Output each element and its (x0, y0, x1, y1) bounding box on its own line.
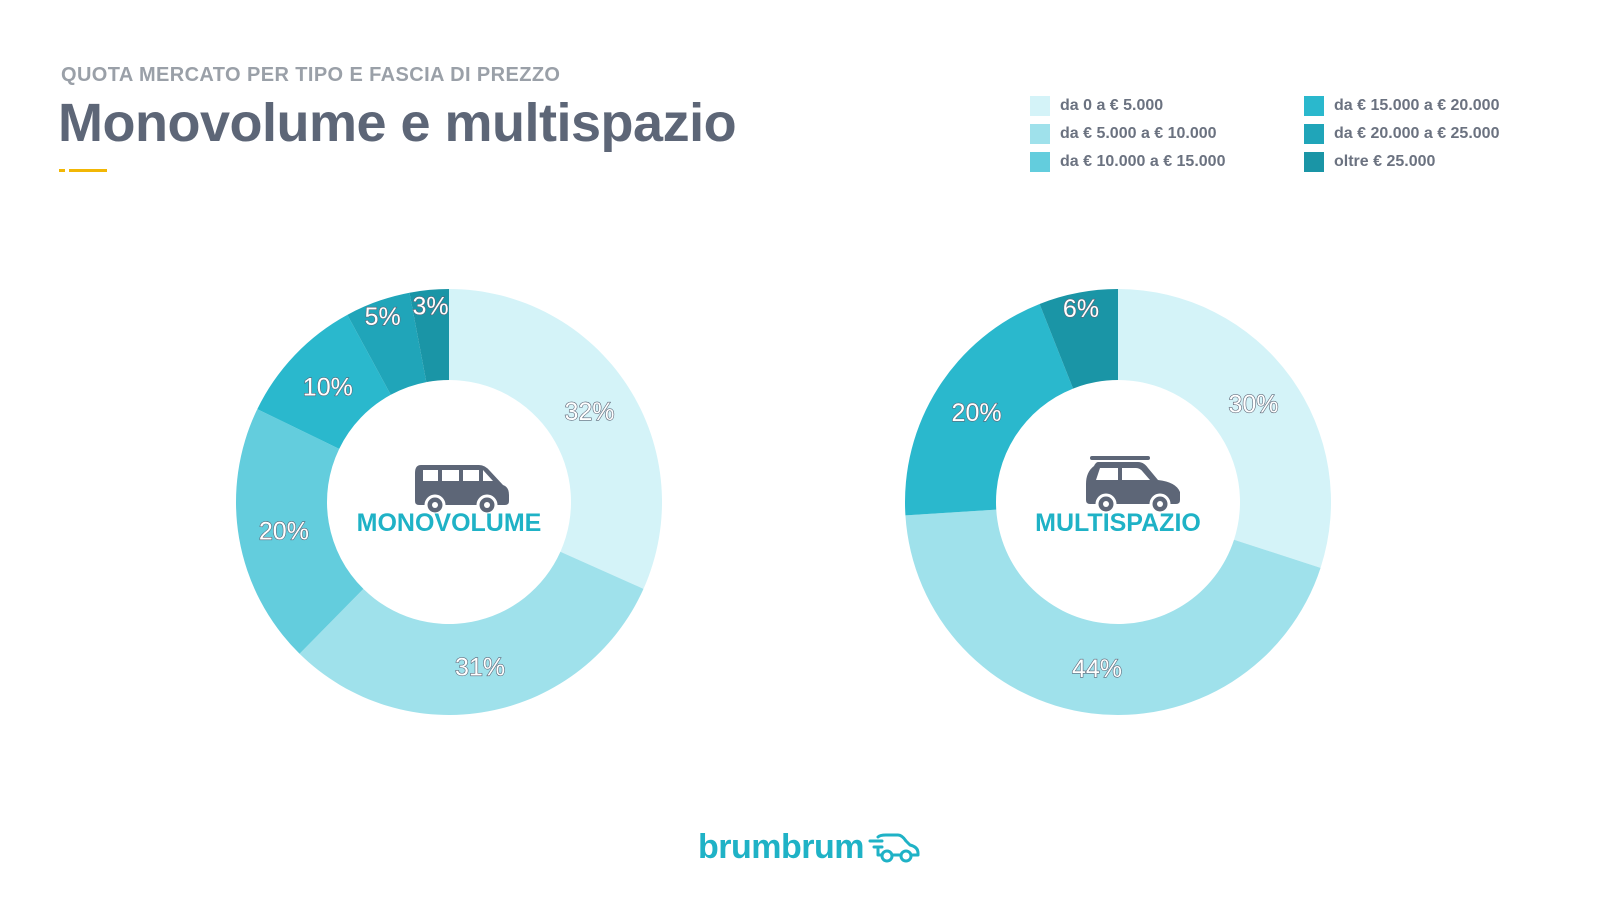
logo-text: brumbrum (698, 828, 865, 866)
donut-chart-monovolume: 32% 31% 20% 10% 5% 3% (236, 289, 662, 715)
legend-swatch (1304, 124, 1324, 144)
donut-slice (1118, 289, 1331, 568)
donut-slice (905, 509, 1321, 716)
legend-label: da € 20.000 a € 25.000 (1334, 125, 1500, 142)
donut-slice (236, 409, 364, 654)
slice-label: 5% (365, 303, 401, 331)
legend-item: oltre € 25.000 (1304, 152, 1435, 172)
donut-slice (409, 289, 449, 383)
legend-swatch (1030, 152, 1050, 172)
donut-slice (1039, 289, 1118, 389)
donut-chart-multispazio: 30% 44% 20% 6% (905, 289, 1331, 716)
legend: da 0 a € 5.000 da € 5.000 a € 10.000 da … (1030, 96, 1570, 186)
accent-dot (59, 169, 65, 172)
legend-swatch (1030, 124, 1050, 144)
slice-label: 31% (455, 654, 505, 682)
legend-item: da € 10.000 a € 15.000 (1030, 152, 1225, 172)
slice-label: 30% (1228, 391, 1278, 419)
page-title: Monovolume e multispazio (58, 93, 737, 153)
legend-label: da € 15.000 a € 20.000 (1334, 97, 1500, 114)
donut-slice (257, 314, 391, 449)
center-label-multispazio: MULTISPAZIO (1035, 509, 1201, 537)
slice-label: 20% (259, 518, 309, 546)
donut-slice (347, 292, 427, 395)
center-label-monovolume: MONOVOLUME (357, 509, 542, 537)
subtitle: QUOTA MERCATO PER TIPO E FASCIA DI PREZZ… (61, 64, 561, 86)
slice-label: 3% (413, 292, 449, 320)
legend-item: da 0 a € 5.000 (1030, 96, 1163, 116)
car-logo-icon (868, 833, 920, 862)
donut-slice (299, 551, 644, 715)
slice-label: 10% (303, 373, 353, 401)
legend-swatch (1030, 96, 1050, 116)
accent-underline (69, 169, 107, 172)
legend-label: da € 5.000 a € 10.000 (1060, 125, 1217, 142)
donut-slice (449, 289, 662, 589)
slice-label: 20% (952, 399, 1002, 427)
legend-swatch (1304, 152, 1324, 172)
donut-slice (905, 303, 1074, 516)
multispace-car-icon (1086, 456, 1180, 515)
brand-logo: brumbrum (698, 828, 920, 867)
legend-label: da € 10.000 a € 15.000 (1060, 153, 1226, 170)
legend-label: da 0 a € 5.000 (1060, 97, 1164, 114)
legend-item: da € 20.000 a € 25.000 (1304, 124, 1499, 144)
minivan-icon (415, 465, 509, 516)
legend-label: oltre € 25.000 (1334, 153, 1436, 170)
legend-item: da € 5.000 a € 10.000 (1030, 124, 1217, 144)
slice-label: 6% (1063, 295, 1099, 323)
legend-item: da € 15.000 a € 20.000 (1304, 96, 1499, 116)
legend-swatch (1304, 96, 1324, 116)
slice-label: 32% (565, 398, 615, 426)
slice-label: 44% (1072, 655, 1122, 683)
